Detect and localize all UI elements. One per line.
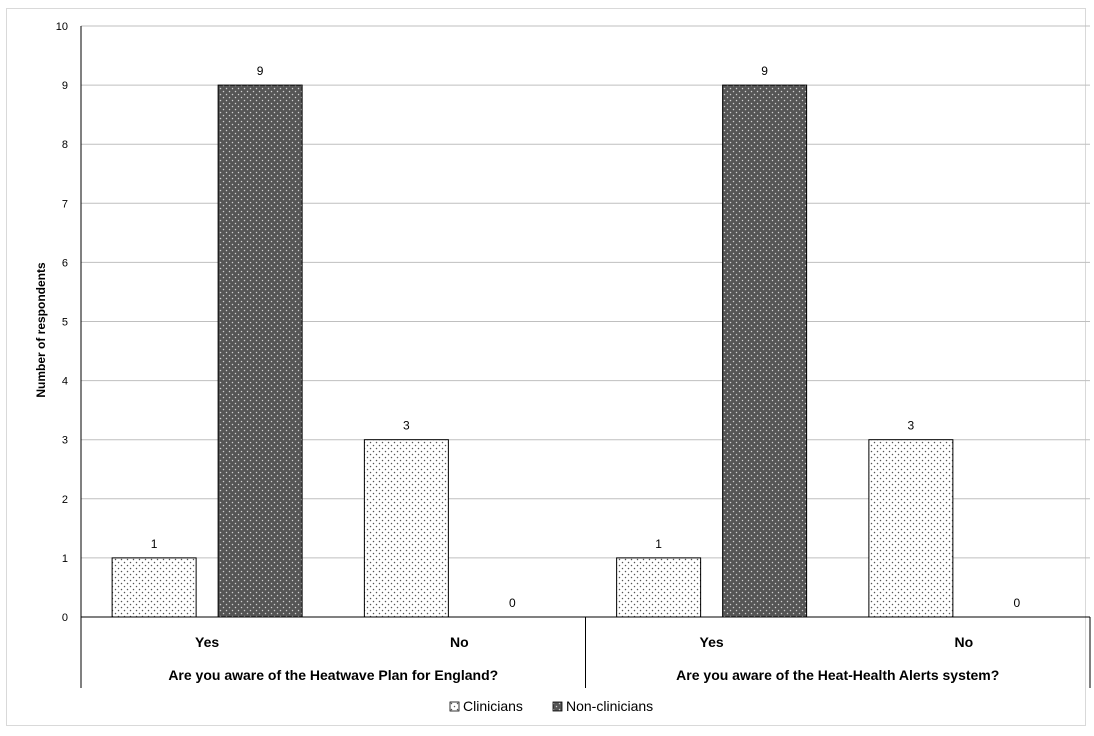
bar-non-clinicians (722, 84, 808, 618)
y-tick-label: 2 (62, 494, 68, 506)
y-tick-label: 0 (62, 612, 68, 624)
legend-swatch-non-clinicians (552, 701, 563, 712)
y-tick-label: 10 (56, 21, 68, 33)
bar-clinicians (363, 439, 449, 618)
bar-clinicians (111, 557, 197, 618)
y-tick-label: 6 (62, 257, 68, 269)
y-tick-label: 1 (62, 553, 68, 565)
legend-label: Clinicians (463, 698, 523, 714)
y-tick-label: 8 (62, 139, 68, 151)
data-label: 3 (908, 419, 915, 433)
bar-non-clinicians (217, 84, 303, 618)
data-label: 1 (151, 537, 158, 551)
data-label: 9 (257, 64, 264, 78)
bar-clinicians (616, 557, 702, 618)
y-tick-label: 5 (62, 317, 68, 329)
x-category-label: Yes (195, 634, 219, 650)
x-group-label: Are you aware of the Heat-Health Alerts … (676, 667, 999, 683)
x-axis-categories: Yes No Yes No Are you aware of the Heatwave … (80, 617, 1091, 688)
legend-swatch-clinicians (449, 701, 460, 712)
bars (111, 84, 954, 618)
y-tick-label: 4 (62, 376, 68, 388)
data-labels: 1 9 3 0 1 9 3 0 (151, 64, 1021, 610)
y-tick-label: 9 (62, 80, 68, 92)
data-label: 9 (761, 64, 768, 78)
x-group-label: Are you aware of the Heatwave Plan for E… (168, 667, 498, 683)
y-tick-label: 3 (62, 435, 68, 447)
data-label: 1 (655, 537, 662, 551)
x-category-label: No (450, 634, 469, 650)
x-category-label: Yes (700, 634, 724, 650)
chart-frame (6, 8, 1086, 726)
bar-clinicians (868, 439, 954, 618)
y-axis-label: Number of respondents (34, 262, 48, 398)
legend: Clinicians Non-clinicians (449, 698, 653, 714)
data-label: 3 (403, 419, 410, 433)
data-label: 0 (1014, 596, 1021, 610)
data-label: 0 (509, 596, 516, 610)
x-category-label: No (955, 634, 974, 650)
legend-label: Non-clinicians (566, 698, 653, 714)
y-tick-label: 7 (62, 198, 68, 210)
